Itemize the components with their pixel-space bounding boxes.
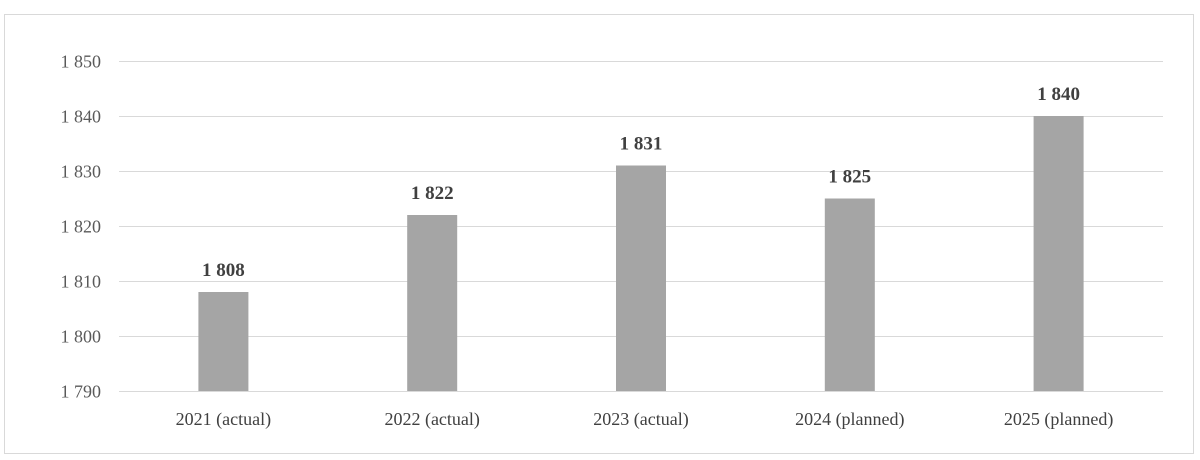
data-labels: 1 808 1 822 1 831 1 825 1 840 [202, 84, 1080, 281]
y-tick-label: 1 790 [61, 382, 102, 402]
bar [1033, 116, 1084, 391]
data-label: 1 825 [828, 167, 871, 188]
x-category-label: 2023 (actual) [593, 409, 688, 430]
x-axis-categories: 2021 (actual) 2022 (actual) 2023 (actual) 2… [176, 409, 1114, 430]
data-label: 1 840 [1037, 84, 1080, 105]
x-category-label: 2024 (planned) [795, 409, 904, 430]
chart-frame: 1 790 1 800 1 810 1 820 1 830 1 840 1 850 1 80… [4, 14, 1194, 454]
data-label: 1 822 [411, 183, 454, 204]
y-tick-label: 1 800 [61, 327, 102, 347]
bar [824, 198, 875, 391]
bar [407, 215, 458, 391]
y-tick-label: 1 830 [61, 162, 102, 182]
y-axis-ticks: 1 790 1 800 1 810 1 820 1 830 1 840 1 850 [61, 52, 102, 402]
x-category-label: 2025 (planned) [1004, 409, 1113, 430]
bar-chart: 1 790 1 800 1 810 1 820 1 830 1 840 1 850 1 80… [61, 52, 1163, 430]
x-category-label: 2022 (actual) [384, 409, 479, 430]
y-tick-label: 1 820 [61, 217, 102, 237]
bars [198, 116, 1084, 391]
bar [616, 165, 666, 391]
bar [198, 292, 249, 391]
data-label: 1 808 [202, 260, 245, 281]
x-category-label: 2021 (actual) [176, 409, 271, 430]
y-tick-label: 1 810 [61, 272, 102, 292]
data-label: 1 831 [620, 134, 663, 155]
y-tick-label: 1 850 [61, 52, 102, 72]
y-tick-label: 1 840 [61, 107, 102, 127]
